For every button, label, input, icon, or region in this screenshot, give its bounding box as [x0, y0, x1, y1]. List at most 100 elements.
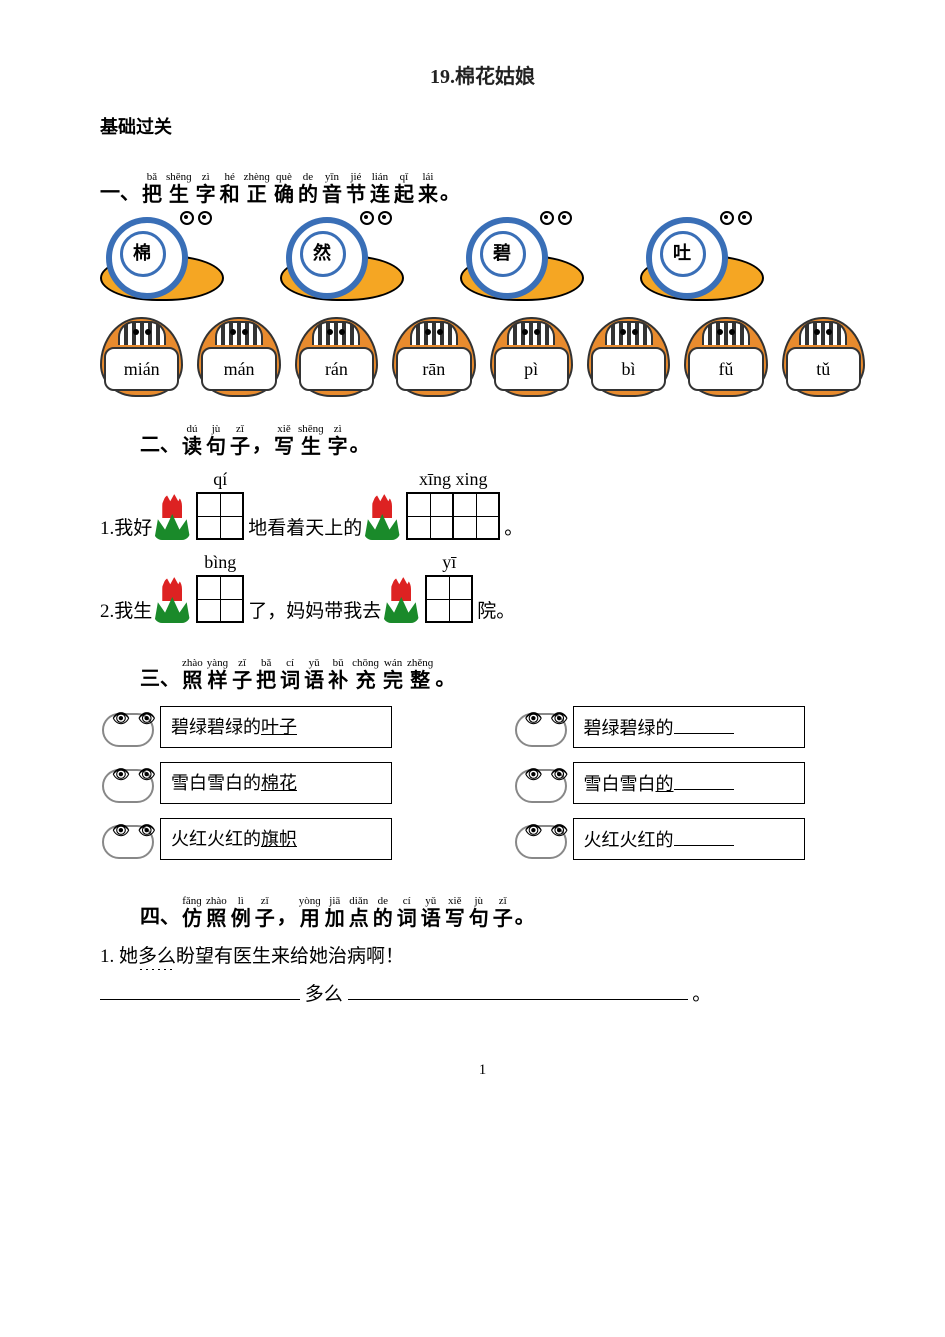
s4-answer-line[interactable]: 多么 。: [100, 978, 865, 1006]
ruby-char: què确: [274, 172, 294, 205]
snail-item[interactable]: 吐: [640, 217, 760, 301]
snail-item[interactable]: 棉: [100, 217, 220, 301]
ruby-char: yànɡ样: [207, 658, 228, 691]
s2-l2-b: 了，妈妈带我去: [248, 596, 381, 623]
s2-l2-grid1[interactable]: bìng: [196, 552, 244, 623]
s2-l2-num: 2.: [100, 601, 114, 623]
ruby-char: yīn音: [322, 172, 342, 205]
pinyin-egg[interactable]: mián: [100, 317, 183, 397]
ruby-char: bǔ补: [328, 658, 348, 691]
pinyin-egg[interactable]: rān: [392, 317, 475, 397]
s4-dotted-word: 多么: [138, 946, 176, 967]
page-number: 1: [100, 1062, 865, 1079]
ruby-char: zhào照: [206, 896, 227, 929]
s1-suffix: 。: [440, 176, 460, 205]
ruby-char: jié节: [346, 172, 366, 205]
pinyin-egg-row: miánmánránrānpìbìfǔtǔ: [100, 317, 865, 397]
s3-suffix: 。: [435, 662, 455, 691]
cloud-icon: 👁👁: [513, 705, 569, 749]
pinyin-egg[interactable]: tǔ: [782, 317, 865, 397]
ruby-char: wán完: [383, 658, 403, 691]
ruby-char: cí词: [397, 896, 417, 929]
s2-prefix: 二、: [140, 428, 180, 457]
word-example: 👁👁火红火红的旗帜: [100, 817, 453, 861]
s2-l2-pin2: yī: [425, 552, 473, 573]
word-example: 👁👁雪白雪白的棉花: [100, 761, 453, 805]
s4-num: 1.: [100, 946, 114, 967]
pinyin-egg[interactable]: bì: [587, 317, 670, 397]
word-example: 👁👁碧绿碧绿的叶子: [100, 705, 453, 749]
s4-tail: 。: [692, 984, 711, 1005]
ruby-char: yǔ语: [421, 896, 441, 929]
pinyin-egg[interactable]: pì: [490, 317, 573, 397]
ruby-char: jù句: [206, 424, 226, 457]
ruby-char: shēnɡ生: [298, 424, 324, 457]
s2-mid: ，: [252, 428, 272, 457]
tulip-icon: [154, 494, 190, 540]
pinyin-egg[interactable]: rán: [295, 317, 378, 397]
tulip-icon: [383, 577, 419, 623]
ruby-char: cí词: [280, 658, 300, 691]
s2-l2-c: 院。: [477, 596, 515, 623]
word-blank[interactable]: 👁👁火红火红的: [513, 817, 866, 861]
ruby-char: zǐ子: [255, 896, 275, 929]
s2-l2-grid2[interactable]: yī: [425, 552, 473, 623]
ruby-char: zǐ子: [493, 896, 513, 929]
ruby-char: diǎn点: [349, 896, 369, 929]
section-header: 基础过关: [100, 113, 865, 139]
ruby-char: jiā加: [325, 896, 345, 929]
blank-before[interactable]: [100, 978, 300, 1000]
ruby-char: zì字: [196, 172, 216, 205]
s2-l1-a: 我好: [114, 513, 152, 540]
s3-heading: 三、 zhào照yànɡ样zǐ子bǎ把cí词yǔ语bǔ补chōnɡ充wán完zh…: [140, 649, 865, 691]
ruby-char: lái来: [418, 172, 438, 205]
ruby-char: zì字: [328, 424, 348, 457]
s4-suffix: 。: [515, 900, 535, 929]
tulip-icon: [154, 577, 190, 623]
ruby-char: zhènɡ正: [244, 172, 270, 205]
ruby-char: yǔ语: [304, 658, 324, 691]
s2-l1-grid2[interactable]: xīng xing: [406, 469, 500, 540]
ruby-char: yònɡ用: [299, 896, 321, 929]
snail-row: 棉然碧吐: [100, 217, 865, 301]
pinyin-egg[interactable]: mán: [197, 317, 280, 397]
s2-heading: 二、 dú读jù句zǐ子 ， xiě写shēnɡ生zì字 。: [140, 415, 865, 457]
ruby-char: bǎ把: [142, 172, 162, 205]
pinyin-egg[interactable]: fǔ: [684, 317, 767, 397]
s3-grid: 👁👁碧绿碧绿的叶子 👁👁碧绿碧绿的 👁👁雪白雪白的棉花 👁👁雪白雪白的 👁👁火红火红的旗…: [100, 705, 865, 861]
s2-l1-num: 1.: [100, 518, 114, 540]
s4-sent-a: 她: [119, 946, 138, 967]
ruby-char: zǐ子: [232, 658, 252, 691]
s2-l2-pin1: bìng: [196, 552, 244, 573]
ruby-char: lì例: [231, 896, 251, 929]
ruby-char: fǎnɡ仿: [182, 896, 202, 929]
s2-line1: 1. 我好 qí 地看着天上的 xīng xing 。: [100, 469, 865, 540]
s4-sent-b: 盼望有医生来给她治病啊！: [176, 946, 404, 967]
s4-heading: 四、 fǎnɡ仿zhào照lì例zǐ子 ， yònɡ用jiā加diǎn点de的c…: [140, 887, 865, 929]
ruby-char: jù句: [469, 896, 489, 929]
page-title: 19.棉花姑娘: [100, 60, 865, 89]
ruby-char: de的: [373, 896, 393, 929]
ruby-char: zhào照: [182, 658, 203, 691]
blank-after[interactable]: [348, 978, 688, 1000]
ruby-char: de的: [298, 172, 318, 205]
tulip-icon: [364, 494, 400, 540]
s2-l1-grid1[interactable]: qí: [196, 469, 244, 540]
ruby-char: lián连: [370, 172, 390, 205]
ruby-char: qǐ起: [394, 172, 414, 205]
s3-prefix: 三、: [140, 662, 180, 691]
cloud-icon: 👁👁: [513, 817, 569, 861]
word-blank[interactable]: 👁👁雪白雪白的: [513, 761, 866, 805]
snail-item[interactable]: 碧: [460, 217, 580, 301]
s2-l1-pin2: xīng xing: [406, 469, 500, 490]
cloud-icon: 👁👁: [100, 705, 156, 749]
ruby-char: dú读: [182, 424, 202, 457]
s4-mid: ，: [277, 900, 297, 929]
s2-line2: 2. 我生 bìng 了，妈妈带我去 yī 院。: [100, 552, 865, 623]
s2-suffix: 。: [350, 428, 370, 457]
s2-l1-b: 地看着天上的: [248, 513, 362, 540]
s2-l2-a: 我生: [114, 596, 152, 623]
word-blank[interactable]: 👁👁碧绿碧绿的: [513, 705, 866, 749]
s2-l1-pin1: qí: [196, 469, 244, 490]
snail-item[interactable]: 然: [280, 217, 400, 301]
